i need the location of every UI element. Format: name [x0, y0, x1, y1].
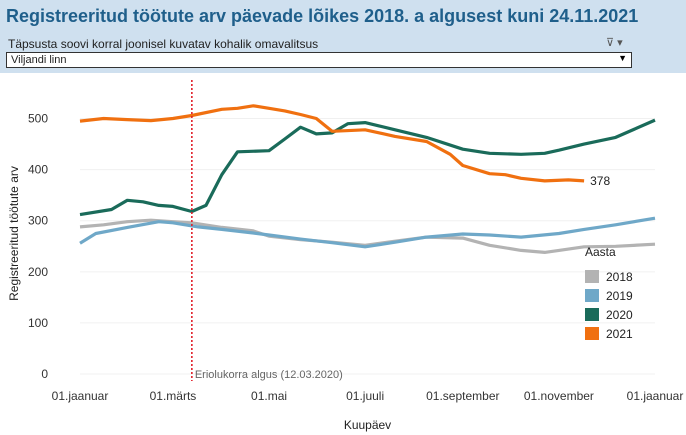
x-tick-label: 01.jaanuar: [627, 389, 684, 403]
municipality-select-value: Viljandi linn: [11, 54, 67, 66]
y-axis: 0 100 200 300 400 500: [28, 112, 48, 381]
y-tick-label: 300: [28, 214, 48, 228]
x-axis: 01.jaanuar 01.märts 01.mai 01.juuli 01.septe…: [52, 389, 684, 403]
y-tick-label: 400: [28, 163, 48, 177]
legend-swatch-2020[interactable]: [585, 308, 599, 321]
legend-swatch-2021[interactable]: [585, 327, 599, 340]
y-tick-label: 200: [28, 265, 48, 279]
x-tick-label: 01.märts: [150, 389, 197, 403]
x-axis-label: Kuupäev: [344, 418, 391, 432]
legend-label-2019[interactable]: 2019: [606, 289, 633, 303]
header-bar: Registreeritud töötute arv päevade lõike…: [0, 0, 686, 73]
line-chart: 0 100 200 300 400 500 01.jaanuar 01.märts 01.ma…: [7, 80, 684, 432]
dropdown-arrow-icon[interactable]: ▼: [618, 53, 627, 63]
x-tick-label: 01.jaanuar: [52, 389, 109, 403]
y-axis-label: Registreeritud töötute arv: [7, 166, 21, 301]
x-tick-label: 01.juuli: [346, 389, 384, 403]
legend-label-2021[interactable]: 2021: [606, 327, 633, 341]
legend-label-2018[interactable]: 2018: [606, 270, 633, 284]
y-tick-label: 500: [28, 112, 48, 126]
x-tick-label: 01.november: [524, 389, 594, 403]
annotation-label: Eriolukorra algus (12.03.2020): [195, 369, 343, 381]
series-line-2020: [79, 118, 656, 217]
chart-series: 378: [79, 104, 656, 254]
page-title: Registreeritud töötute arv päevade lõike…: [6, 6, 639, 26]
y-tick-label: 100: [28, 316, 48, 330]
chart-annotation: Eriolukorra algus (12.03.2020): [191, 80, 343, 381]
filter-controls[interactable]: ⊽ ▾: [606, 36, 623, 49]
clear-filter-icon[interactable]: ⊽: [606, 37, 615, 49]
series-line-2021: [79, 104, 585, 183]
chart-legend: Aasta 2018 2019 2020 2021: [585, 245, 633, 341]
legend-title: Aasta: [585, 245, 616, 259]
municipality-select[interactable]: Viljandi linn ▼: [6, 52, 632, 68]
legend-swatch-2018[interactable]: [585, 270, 599, 283]
x-tick-label: 01.mai: [251, 389, 287, 403]
series-line-2019: [79, 216, 656, 249]
chevron-down-icon[interactable]: ▾: [617, 37, 623, 49]
filter-label: Täpsusta soovi korral joonisel kuvatav k…: [8, 37, 319, 51]
legend-label-2020[interactable]: 2020: [606, 308, 633, 322]
y-tick-label: 0: [41, 367, 48, 381]
legend-swatch-2019[interactable]: [585, 289, 599, 302]
x-tick-label: 01.september: [426, 389, 499, 403]
end-value-label: 378: [590, 174, 610, 188]
